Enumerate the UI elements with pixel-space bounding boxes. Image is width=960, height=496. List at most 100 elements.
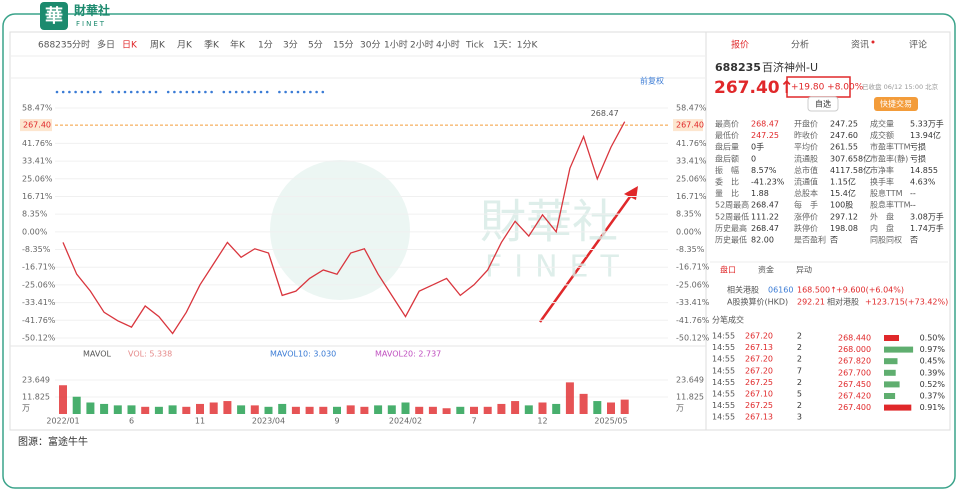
- period-tab[interactable]: 3分: [283, 40, 298, 51]
- panel-tab[interactable]: 资讯: [851, 40, 869, 51]
- tick-volume: 2: [797, 343, 802, 352]
- y-tick-label-right: 0.00%: [676, 227, 702, 236]
- book-pct: 0.50%: [920, 334, 946, 343]
- indicator-dot: [86, 90, 90, 94]
- book-bar: [884, 358, 898, 365]
- period-tab[interactable]: 分时: [72, 39, 90, 51]
- volume-bar: [237, 405, 246, 414]
- period-tab[interactable]: 1分: [258, 40, 273, 51]
- field-value: 0: [751, 154, 756, 163]
- book-price: 268.000: [838, 345, 871, 354]
- indicator-dot: [321, 90, 325, 94]
- panel-tab[interactable]: 分析: [791, 39, 809, 51]
- period-tab[interactable]: 多日: [97, 39, 115, 51]
- volume-bar: [538, 402, 547, 414]
- y-tick-label-right: 41.76%: [676, 139, 707, 148]
- period-tab[interactable]: 1天：1分K: [493, 40, 538, 51]
- trade-label[interactable]: 快捷交易: [880, 99, 912, 109]
- indicator-dot: [222, 90, 226, 94]
- book-pct: 0.39%: [920, 368, 946, 377]
- panel-tab[interactable]: 报价: [731, 39, 749, 51]
- field-value: 5.33万手: [910, 119, 944, 129]
- period-tab[interactable]: 15分: [333, 40, 353, 51]
- period-tab[interactable]: Tick: [465, 41, 485, 51]
- book-bar: [884, 346, 914, 353]
- tick-time: 14:55: [712, 390, 735, 399]
- tick-volume: 5: [797, 390, 802, 399]
- volume-unit: 万: [22, 404, 30, 413]
- tick-price: 267.13: [745, 413, 773, 422]
- watch-label[interactable]: 自选: [815, 99, 831, 109]
- indicator-dot: [68, 90, 71, 94]
- book-pct: 0.52%: [920, 380, 946, 389]
- volume-legend: VOL: 5.338: [128, 350, 172, 359]
- field-label: 开盘价: [794, 119, 818, 129]
- period-tab[interactable]: 年K: [230, 39, 246, 51]
- y-tick-label: 58.47%: [22, 104, 53, 113]
- watch-button[interactable]: [807, 96, 839, 112]
- y-tick-label-right: -25.06%: [676, 280, 710, 289]
- period-tab[interactable]: 季K: [204, 39, 220, 51]
- y-tick-label: -25.06%: [22, 280, 56, 289]
- sub-tab[interactable]: 盘口: [720, 265, 736, 275]
- volume-bar: [456, 406, 465, 414]
- book-pct: 0.37%: [920, 392, 946, 401]
- y-tick-label-right: -50.12%: [676, 333, 710, 342]
- sub-tab[interactable]: 异动: [796, 265, 812, 275]
- volume-bar: [278, 403, 287, 414]
- field-value: 100股: [830, 201, 853, 210]
- field-label: 市净率: [870, 165, 894, 175]
- period-tab[interactable]: 月K: [177, 40, 193, 51]
- period-tab[interactable]: 4小时: [436, 39, 460, 51]
- sub-tab[interactable]: 资金: [758, 265, 774, 275]
- quote-name: 百济神州-U: [762, 60, 818, 74]
- period-tab[interactable]: 5分: [308, 40, 323, 51]
- field-label: 同股同权: [870, 235, 902, 245]
- field-label: 市盈率TTM: [870, 142, 911, 152]
- volume-bar: [607, 402, 615, 414]
- y-tick-label-right: -16.71%: [676, 263, 710, 272]
- indicator-dot: [241, 90, 244, 94]
- indicator-dot: [296, 90, 300, 94]
- book-bar: [884, 369, 896, 376]
- hk-change: +9.600(+6.04%): [836, 286, 904, 295]
- tick-time: 14:55: [712, 401, 735, 410]
- tick-time: 14:55: [712, 366, 735, 375]
- volume-legend: MAVOL10: 3.030: [270, 350, 336, 359]
- y-tick-label: -41.76%: [22, 316, 56, 325]
- field-value: -41.23%: [751, 178, 785, 187]
- field-value: 13.94亿: [910, 130, 941, 140]
- volume-bar: [127, 405, 136, 414]
- field-label: 委 比: [715, 177, 739, 187]
- period-tab[interactable]: 日K: [122, 40, 138, 51]
- field-label: 最低价: [715, 130, 739, 140]
- x-tick-label: 2022/01: [46, 417, 79, 426]
- volume-bar: [579, 393, 588, 414]
- y-tick-label: -8.35%: [22, 245, 51, 254]
- field-value: 否: [910, 236, 918, 245]
- book-price: 268.440: [838, 334, 871, 343]
- volume-bar: [305, 406, 314, 414]
- indicator-dot: [142, 90, 145, 94]
- book-pct: 0.45%: [920, 357, 946, 366]
- volume-unit-right: 万: [676, 404, 684, 413]
- panel-tab[interactable]: 评论: [909, 39, 927, 51]
- indicator-dot: [80, 90, 84, 94]
- trade-button[interactable]: [874, 97, 918, 111]
- period-tab[interactable]: 1小时: [384, 39, 408, 51]
- period-tab[interactable]: 2小时: [410, 39, 434, 51]
- app-frame: [9, 31, 951, 431]
- field-value: 268.47: [751, 201, 779, 210]
- watermark: 財華社: [480, 195, 618, 249]
- tick-time: 14:55: [712, 343, 735, 352]
- x-tick-label: 2025/05: [594, 417, 627, 426]
- period-tab[interactable]: 周K: [150, 40, 166, 51]
- field-label: 流通值: [794, 177, 818, 187]
- indicator-dot: [129, 90, 133, 94]
- period-tab[interactable]: 30分: [360, 40, 380, 51]
- field-value: 307.658亿: [830, 153, 871, 163]
- x-tick-label: 12: [537, 417, 547, 426]
- book-pct: 0.97%: [920, 345, 946, 354]
- adjust-mode[interactable]: 前复权: [640, 76, 664, 86]
- indicator-dot: [117, 90, 121, 94]
